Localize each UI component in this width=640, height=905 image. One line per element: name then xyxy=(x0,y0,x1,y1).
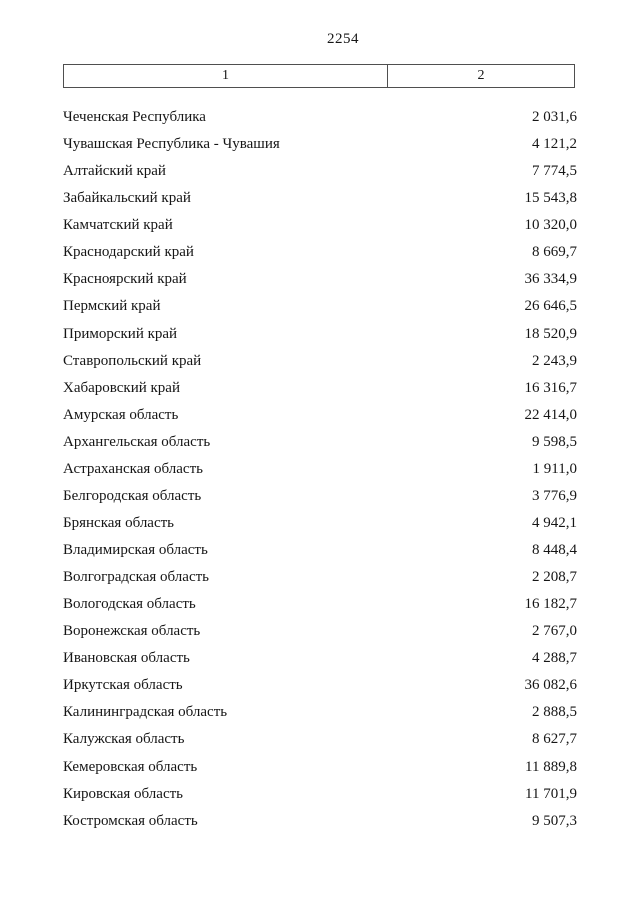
region-value: 9 598,5 xyxy=(532,433,577,450)
region-value: 1 911,0 xyxy=(532,460,577,477)
region-value: 10 320,0 xyxy=(524,217,578,234)
region-value: 36 082,6 xyxy=(524,677,578,694)
region-value: 2 243,9 xyxy=(532,352,577,369)
region-name: Астраханская область xyxy=(63,460,203,477)
region-name: Забайкальский край xyxy=(63,190,191,207)
region-name: Чувашская Республика - Чувашия xyxy=(63,136,280,153)
region-name: Вологодская область xyxy=(63,596,196,613)
region-name: Воронежская область xyxy=(63,623,201,640)
region-name: Красноярский край xyxy=(63,271,187,288)
table-row: Волгоградская область 2 208,7 xyxy=(63,564,577,591)
region-value: 4 288,7 xyxy=(532,650,577,667)
table-row: Белгородская область 3 776,9 xyxy=(63,483,577,510)
region-name: Пермский край xyxy=(63,298,161,315)
region-name: Ивановская область xyxy=(63,650,190,667)
region-name: Архангельская область xyxy=(63,433,211,450)
table-row: Хабаровский край 16 316,7 xyxy=(63,375,577,402)
region-name: Чеченская Республика xyxy=(63,109,206,126)
table-row: Пермский край 26 646,5 xyxy=(63,293,577,320)
region-value: 16 182,7 xyxy=(524,596,578,613)
table-row: Костромская область 9 507,3 xyxy=(63,808,577,835)
table-row: Архангельская область 9 598,5 xyxy=(63,429,577,456)
region-value: 4 121,2 xyxy=(532,136,577,153)
table-header-row: 1 2 xyxy=(63,64,575,88)
region-value: 26 646,5 xyxy=(524,298,578,315)
region-name: Камчатский край xyxy=(63,217,173,234)
region-name: Краснодарский край xyxy=(63,244,194,261)
region-value: 4 942,1 xyxy=(532,514,577,531)
table-row: Брянская область 4 942,1 xyxy=(63,510,577,537)
region-value: 11 889,8 xyxy=(525,758,577,775)
region-name: Амурская область xyxy=(63,406,179,423)
region-name: Волгоградская область xyxy=(63,569,209,586)
table-row: Астраханская область 1 911,0 xyxy=(63,456,577,483)
table-header-col2: 2 xyxy=(477,68,485,83)
region-value: 3 776,9 xyxy=(532,487,577,504)
table-row: Приморский край 18 520,9 xyxy=(63,321,577,348)
table-row: Иркутская область 36 082,6 xyxy=(63,672,577,699)
region-value: 8 448,4 xyxy=(532,542,577,559)
table-row: Камчатский край 10 320,0 xyxy=(63,212,577,239)
table-body: Чеченская Республика 2 031,6 Чувашская Р… xyxy=(63,104,577,835)
region-name: Калининградская область xyxy=(63,704,228,721)
table-row: Кировская область 11 701,9 xyxy=(63,781,577,808)
region-name: Кировская область xyxy=(63,785,184,802)
region-name: Калужская область xyxy=(63,731,185,748)
region-value: 22 414,0 xyxy=(524,406,578,423)
table-row: Вологодская область 16 182,7 xyxy=(63,591,577,618)
region-value: 9 507,3 xyxy=(532,812,577,829)
region-value: 2 031,6 xyxy=(532,109,577,126)
table-row: Кемеровская область 11 889,8 xyxy=(63,754,577,781)
region-value: 2 767,0 xyxy=(532,623,577,640)
region-name: Хабаровский край xyxy=(63,379,180,396)
region-value: 36 334,9 xyxy=(524,271,578,288)
table-row: Алтайский край 7 774,5 xyxy=(63,158,577,185)
table-row: Ставропольский край 2 243,9 xyxy=(63,348,577,375)
table-row: Чувашская Республика - Чувашия 4 121,2 xyxy=(63,131,577,158)
region-name: Кемеровская область xyxy=(63,758,198,775)
region-name: Приморский край xyxy=(63,325,178,342)
table-row: Ивановская область 4 288,7 xyxy=(63,645,577,672)
table-row: Амурская область 22 414,0 xyxy=(63,402,577,429)
table-row: Калининградская область 2 888,5 xyxy=(63,699,577,726)
region-value: 2 208,7 xyxy=(532,569,577,586)
table-row: Красноярский край 36 334,9 xyxy=(63,266,577,293)
region-value: 8 627,7 xyxy=(532,731,577,748)
region-name: Ставропольский край xyxy=(63,352,202,369)
region-name: Брянская область xyxy=(63,514,175,531)
region-value: 15 543,8 xyxy=(524,190,578,207)
table-row: Забайкальский край 15 543,8 xyxy=(63,185,577,212)
region-name: Владимирская область xyxy=(63,542,208,559)
region-value: 16 316,7 xyxy=(524,379,578,396)
region-value: 18 520,9 xyxy=(524,325,578,342)
table-row: Владимирская область 8 448,4 xyxy=(63,537,577,564)
table-row: Калужская область 8 627,7 xyxy=(63,726,577,753)
region-name: Иркутская область xyxy=(63,677,183,694)
region-value: 11 701,9 xyxy=(525,785,577,802)
table-header-col1: 1 xyxy=(64,65,388,87)
region-name: Костромская область xyxy=(63,812,198,829)
table-row: Краснодарский край 8 669,7 xyxy=(63,239,577,266)
region-value: 7 774,5 xyxy=(532,163,577,180)
region-name: Алтайский край xyxy=(63,163,166,180)
table-row: Чеченская Республика 2 031,6 xyxy=(63,104,577,131)
table-row: Воронежская область 2 767,0 xyxy=(63,618,577,645)
region-value: 2 888,5 xyxy=(532,704,577,721)
region-value: 8 669,7 xyxy=(532,244,577,261)
region-name: Белгородская область xyxy=(63,487,202,504)
page-number: 2254 xyxy=(327,31,359,47)
